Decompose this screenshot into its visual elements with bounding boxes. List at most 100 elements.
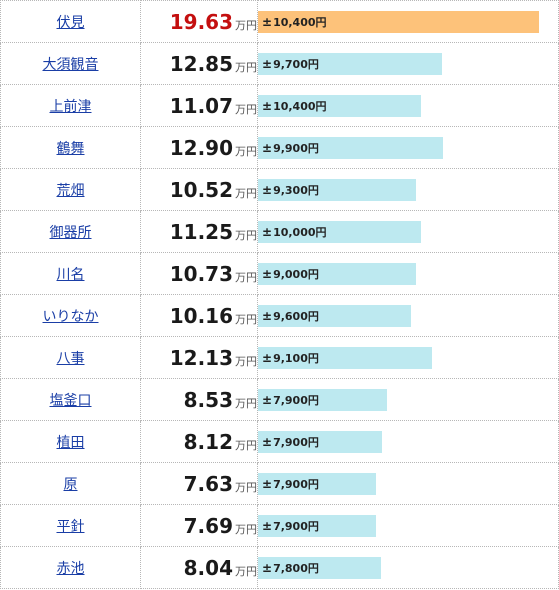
table-row: 川名 10.73 万円 ±9,000円	[0, 252, 559, 295]
table-row: 平針 7.69 万円 ±7,900円	[0, 504, 559, 547]
price-bar: ±7,900円	[258, 472, 376, 495]
bar-cell: ±9,900円	[257, 126, 559, 169]
price-cell: 10.73 万円	[140, 252, 258, 295]
bar-cell: ±7,800円	[257, 546, 559, 589]
station-link[interactable]: 赤池	[56, 560, 85, 577]
plus-minus-icon: ±	[262, 182, 273, 197]
price-range-label: 9,300円	[273, 183, 319, 197]
station-link[interactable]: 平針	[56, 518, 85, 535]
station-link[interactable]: いりなか	[42, 308, 99, 325]
bar-cell: ±10,000円	[257, 210, 559, 253]
table-row: 赤池 8.04 万円 ±7,800円	[0, 546, 559, 589]
rent-price: 8.04	[183, 555, 233, 580]
plus-minus-icon: ±	[262, 140, 273, 155]
table-row: 伏見 19.63 万円 ±10,400円	[0, 0, 559, 43]
price-range-label: 9,900円	[273, 141, 319, 155]
station-cell: 川名	[0, 252, 141, 295]
price-bar: ±7,800円	[258, 556, 381, 579]
station-link[interactable]: 八事	[56, 350, 85, 367]
rent-price: 12.85	[169, 51, 233, 76]
rent-price: 11.07	[169, 93, 233, 118]
price-unit: 万円	[235, 564, 257, 578]
price-bar: ±9,300円	[258, 178, 416, 201]
price-range-label: 9,100円	[273, 351, 319, 365]
station-link[interactable]: 大須観音	[42, 56, 99, 73]
price-unit: 万円	[235, 144, 257, 158]
price-range-label: 7,900円	[273, 477, 319, 491]
table-row: 塩釜口 8.53 万円 ±7,900円	[0, 378, 559, 421]
bar-cell: ±10,400円	[257, 84, 559, 127]
station-cell: 伏見	[0, 0, 141, 43]
plus-minus-icon: ±	[262, 56, 273, 71]
price-cell: 7.69 万円	[140, 504, 258, 547]
plus-minus-icon: ±	[262, 476, 273, 491]
bar-cell: ±10,400円	[257, 0, 559, 43]
price-range-label: 9,700円	[273, 57, 319, 71]
price-cell: 7.63 万円	[140, 462, 258, 505]
bar-cell: ±9,300円	[257, 168, 559, 211]
price-range-label: 10,000円	[273, 225, 327, 239]
price-bar: ±7,900円	[258, 430, 382, 453]
plus-minus-icon: ±	[262, 434, 273, 449]
bar-cell: ±7,900円	[257, 378, 559, 421]
station-link[interactable]: 鶴舞	[56, 140, 85, 157]
station-link[interactable]: 植田	[56, 434, 85, 451]
station-cell: 塩釜口	[0, 378, 141, 421]
price-unit: 万円	[235, 228, 257, 242]
plus-minus-icon: ±	[262, 98, 273, 113]
station-link[interactable]: 原	[63, 476, 78, 493]
price-unit: 万円	[235, 396, 257, 410]
price-unit: 万円	[235, 522, 257, 536]
price-cell: 12.90 万円	[140, 126, 258, 169]
rent-price: 8.53	[183, 387, 233, 412]
price-unit: 万円	[235, 480, 257, 494]
price-bar: ±7,900円	[258, 514, 376, 537]
station-cell: 鶴舞	[0, 126, 141, 169]
station-cell: 原	[0, 462, 141, 505]
rent-price: 10.52	[169, 177, 233, 202]
plus-minus-icon: ±	[262, 350, 273, 365]
price-unit: 万円	[235, 438, 257, 452]
station-link[interactable]: 荒畑	[56, 182, 85, 199]
price-cell: 10.52 万円	[140, 168, 258, 211]
price-range-label: 7,900円	[273, 519, 319, 533]
station-link[interactable]: 御器所	[49, 224, 92, 241]
price-bar: ±9,000円	[258, 262, 416, 285]
price-bar: ±9,900円	[258, 136, 443, 159]
plus-minus-icon: ±	[262, 392, 273, 407]
price-cell: 12.13 万円	[140, 336, 258, 379]
rent-price: 10.16	[169, 303, 233, 328]
price-bar: ±9,700円	[258, 52, 442, 75]
price-range-label: 10,400円	[273, 99, 327, 113]
bar-cell: ±7,900円	[257, 504, 559, 547]
price-unit: 万円	[235, 270, 257, 284]
price-unit: 万円	[235, 354, 257, 368]
price-bar: ±10,000円	[258, 220, 421, 243]
station-link[interactable]: 塩釜口	[49, 392, 92, 409]
station-cell: 上前津	[0, 84, 141, 127]
price-cell: 10.16 万円	[140, 294, 258, 337]
plus-minus-icon: ±	[262, 266, 273, 281]
price-bar: ±9,600円	[258, 304, 411, 327]
price-unit: 万円	[235, 60, 257, 74]
station-cell: 八事	[0, 336, 141, 379]
table-row: 植田 8.12 万円 ±7,900円	[0, 420, 559, 463]
price-cell: 11.07 万円	[140, 84, 258, 127]
price-cell: 8.04 万円	[140, 546, 258, 589]
plus-minus-icon: ±	[262, 14, 273, 29]
station-link[interactable]: 川名	[56, 266, 85, 283]
station-link[interactable]: 伏見	[56, 14, 85, 31]
station-cell: 大須観音	[0, 42, 141, 85]
table-row: 八事 12.13 万円 ±9,100円	[0, 336, 559, 379]
bar-cell: ±9,000円	[257, 252, 559, 295]
price-unit: 万円	[235, 102, 257, 116]
rent-price: 19.63	[169, 9, 233, 34]
table-row: 大須観音 12.85 万円 ±9,700円	[0, 42, 559, 85]
price-bar: ±9,100円	[258, 346, 432, 369]
price-range-label: 7,900円	[273, 435, 319, 449]
plus-minus-icon: ±	[262, 518, 273, 533]
price-range-label: 7,800円	[273, 561, 319, 575]
station-link[interactable]: 上前津	[49, 98, 92, 115]
table-row: 御器所 11.25 万円 ±10,000円	[0, 210, 559, 253]
price-cell: 12.85 万円	[140, 42, 258, 85]
